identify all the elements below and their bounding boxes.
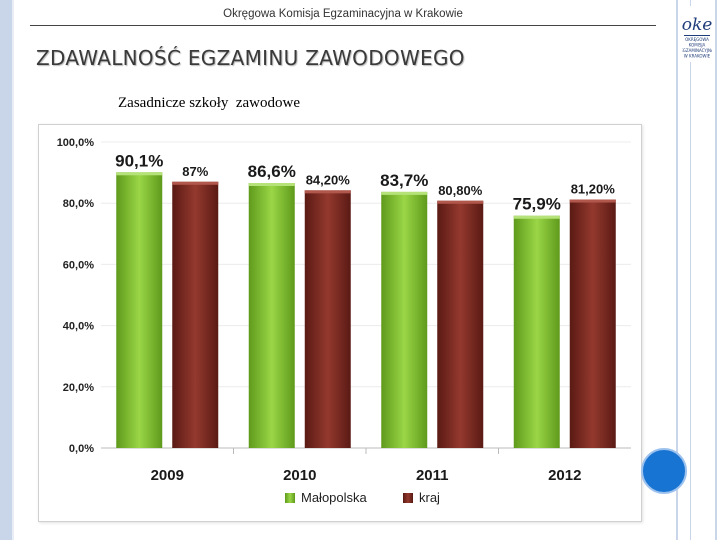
bar-kraj bbox=[304, 190, 351, 448]
bar-malopolska bbox=[116, 172, 163, 448]
logo-caption-line: KOMISJA bbox=[689, 43, 706, 48]
organization-header: Okręgowa Komisja Egzaminacyjna w Krakowi… bbox=[223, 8, 463, 20]
bar-kraj bbox=[437, 200, 484, 448]
data-label: 86,6% bbox=[248, 162, 296, 181]
data-label: 83,7% bbox=[380, 171, 428, 190]
y-tick-label: 0,0% bbox=[69, 443, 94, 455]
bar-malopolska bbox=[248, 183, 295, 448]
logo-caption-line: OKRĘGOWA bbox=[685, 37, 709, 42]
data-label: 75,9% bbox=[513, 195, 561, 214]
data-label: 81,20% bbox=[571, 182, 616, 197]
y-tick-label: 20,0% bbox=[63, 382, 94, 394]
bar-top-highlight bbox=[172, 181, 219, 185]
chart-frame: 0,0% 20,0% 40,0% 60,0% 80,0% 100,0% 90,1% 87% 20… bbox=[38, 124, 642, 522]
x-category-label: 2011 bbox=[416, 467, 449, 484]
bar-top-highlight bbox=[381, 191, 428, 195]
bar-kraj bbox=[172, 181, 219, 448]
legend-label: Małopolska bbox=[301, 490, 368, 505]
bar-top-highlight bbox=[437, 200, 484, 204]
right-decor-line bbox=[676, 0, 678, 540]
x-category-label: 2010 bbox=[283, 467, 316, 484]
bar-malopolska bbox=[513, 215, 560, 448]
y-tick-label: 80,0% bbox=[63, 198, 94, 210]
x-category-label: 2012 bbox=[548, 467, 581, 484]
bar-top-highlight bbox=[304, 190, 351, 194]
data-label: 84,20% bbox=[306, 172, 351, 187]
bar-top-highlight bbox=[116, 172, 163, 176]
y-tick-label: 40,0% bbox=[63, 321, 94, 333]
bar-malopolska bbox=[381, 191, 428, 448]
bar-top-highlight bbox=[569, 199, 616, 203]
left-decor-bar-inner bbox=[12, 0, 14, 540]
right-decor-line bbox=[715, 0, 717, 540]
data-label: 87% bbox=[182, 164, 208, 179]
bar-kraj bbox=[569, 199, 616, 448]
logo-caption-line: EGZAMINACYJNA bbox=[682, 48, 712, 53]
data-label: 90,1% bbox=[115, 151, 163, 170]
y-tick-label: 60,0% bbox=[63, 259, 94, 271]
legend-swatch bbox=[285, 493, 295, 503]
right-decor-line bbox=[690, 0, 691, 540]
left-decor-bar bbox=[0, 0, 12, 540]
chart-subtitle: Zasadnicze szkoły zawodowe bbox=[118, 95, 301, 111]
y-tick-label: 100,0% bbox=[57, 137, 95, 149]
blue-circle-decoration bbox=[641, 448, 687, 494]
logo-wordmark: oke bbox=[682, 15, 712, 35]
legend-label: kraj bbox=[419, 490, 440, 505]
logo-caption-line: W KRAKOWIE bbox=[684, 54, 711, 59]
oke-logo: oke OKRĘGOWAKOMISJAEGZAMINACYJNAW KRAKOW… bbox=[682, 6, 712, 62]
bar-top-highlight bbox=[513, 215, 560, 219]
header-divider bbox=[30, 25, 656, 26]
slide-title: ZDAWALNOŚĆ EGZAMINU ZAWODOWEGO bbox=[36, 46, 465, 70]
data-label: 80,80% bbox=[438, 183, 483, 198]
bar-chart: 0,0% 20,0% 40,0% 60,0% 80,0% 100,0% 90,1% 87% 20… bbox=[57, 137, 631, 505]
bar-top-highlight bbox=[248, 183, 295, 187]
legend-swatch bbox=[403, 493, 413, 503]
x-category-label: 2009 bbox=[151, 467, 184, 484]
